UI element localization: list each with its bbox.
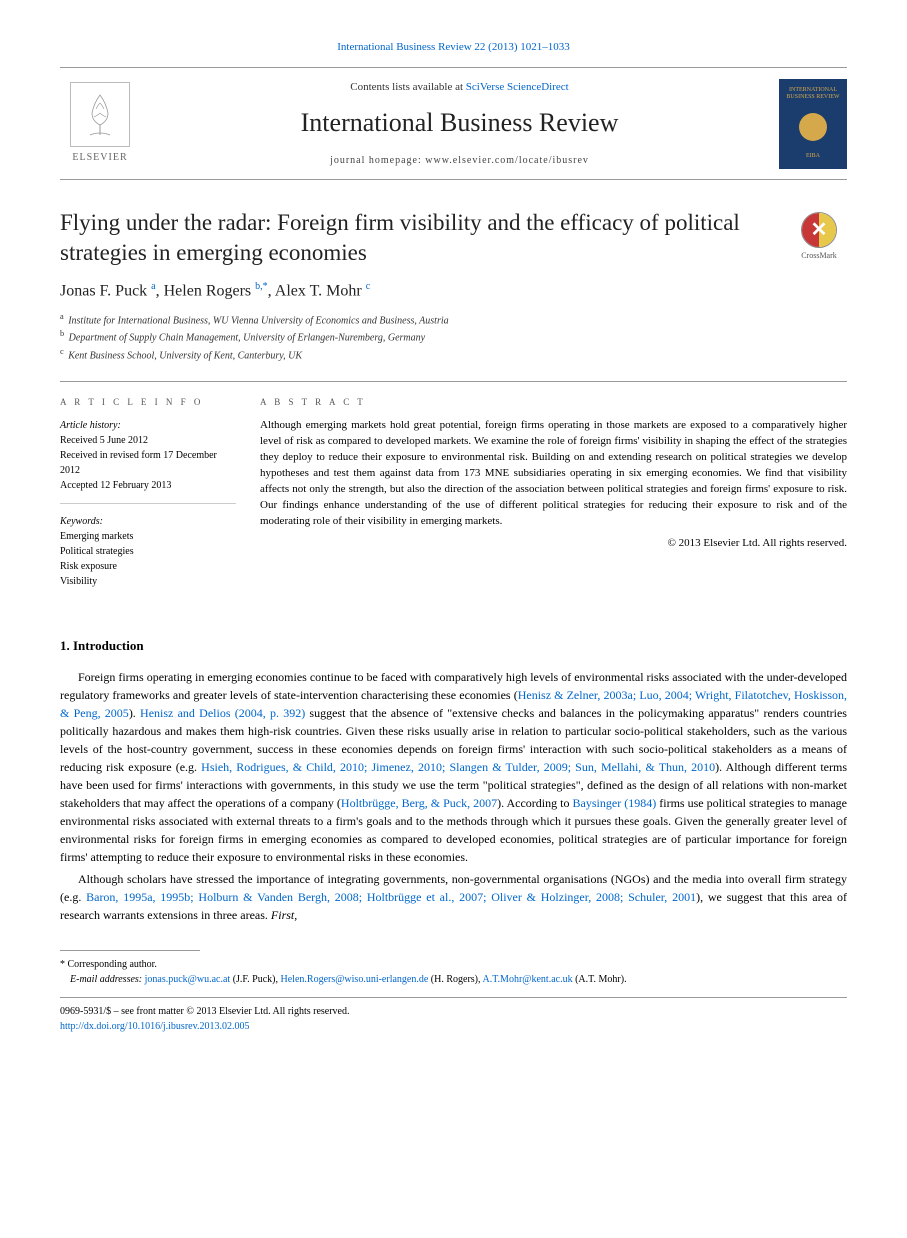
elsevier-label: ELSEVIER — [72, 151, 127, 165]
keyword: Political strategies — [60, 544, 236, 559]
keywords-block: Keywords: Emerging marketsPolitical stra… — [60, 514, 236, 599]
journal-header-box: ELSEVIER Contents lists available at Sci… — [60, 67, 847, 180]
citation-link[interactable]: Henisz and Delios (2004, p. 392) — [140, 706, 305, 720]
emphasis: First — [271, 908, 294, 922]
author-email-link[interactable]: jonas.puck@wu.ac.at — [145, 974, 231, 985]
intro-paragraph-2: Although scholars have stressed the impo… — [60, 870, 847, 924]
affiliation-line: a Institute for International Business, … — [60, 311, 847, 328]
sciencedirect-link[interactable]: SciVerse ScienceDirect — [466, 81, 569, 93]
keywords-label: Keywords: — [60, 514, 236, 529]
article-title: Flying under the radar: Foreign firm vis… — [60, 208, 771, 268]
abstract-text: Although emerging markets hold great pot… — [260, 418, 847, 530]
email-addresses-line: E-mail addresses: jonas.puck@wu.ac.at (J… — [60, 972, 847, 987]
cover-globe-icon — [799, 113, 827, 141]
footnotes: * Corresponding author. E-mail addresses… — [60, 957, 847, 987]
elsevier-logo: ELSEVIER — [60, 76, 140, 171]
history-line: Accepted 12 February 2013 — [60, 478, 236, 493]
affiliation-line: b Department of Supply Chain Management,… — [60, 328, 847, 345]
crossmark-icon: ✕ — [801, 212, 837, 248]
keyword: Visibility — [60, 574, 236, 589]
homepage-prefix: journal homepage: — [330, 155, 425, 166]
citation-link[interactable]: Hsieh, Rodrigues, & Child, 2010; Jimenez… — [201, 760, 715, 774]
info-abstract-row: A R T I C L E I N F O Article history: R… — [60, 381, 847, 610]
article-info-column: A R T I C L E I N F O Article history: R… — [60, 396, 260, 610]
author-email-link[interactable]: A.T.Mohr@kent.ac.uk — [482, 974, 572, 985]
cover-title: INTERNATIONAL BUSINESS REVIEW — [783, 87, 843, 101]
title-row: Flying under the radar: Foreign firm vis… — [60, 208, 847, 268]
citation-link[interactable]: Holtbrügge, Berg, & Puck, 2007 — [341, 796, 497, 810]
cover-bottom-label: EIBA — [806, 152, 820, 160]
citation-link[interactable]: Baron, 1995a, 1995b; Holburn & Vanden Be… — [86, 890, 696, 904]
affiliations: a Institute for International Business, … — [60, 311, 847, 363]
journal-homepage: journal homepage: www.elsevier.com/locat… — [156, 154, 763, 168]
journal-reference: International Business Review 22 (2013) … — [60, 40, 847, 55]
keyword: Emerging markets — [60, 529, 236, 544]
section-1-heading: 1. Introduction — [60, 637, 847, 655]
bottom-separator — [60, 997, 847, 998]
corresponding-author: * Corresponding author. — [60, 957, 847, 972]
crossmark-label: CrossMark — [791, 250, 847, 261]
article-info-heading: A R T I C L E I N F O — [60, 396, 236, 409]
elsevier-tree-icon — [70, 82, 130, 147]
affiliation-line: c Kent Business School, University of Ke… — [60, 346, 847, 363]
keyword: Risk exposure — [60, 559, 236, 574]
abstract-heading: A B S T R A C T — [260, 396, 847, 409]
doi-link[interactable]: http://dx.doi.org/10.1016/j.ibusrev.2013… — [60, 1021, 249, 1032]
citation-link[interactable]: Baysinger (1984) — [573, 796, 657, 810]
header-center: Contents lists available at SciVerse Sci… — [156, 80, 763, 168]
contents-prefix: Contents lists available at — [350, 81, 465, 93]
history-line: Received in revised form 17 December 201… — [60, 448, 236, 478]
article-history-block: Article history: Received 5 June 2012Rec… — [60, 418, 236, 504]
journal-title: International Business Review — [156, 105, 763, 141]
author-email-link[interactable]: Helen.Rogers@wiso.uni-erlangen.de — [281, 974, 429, 985]
journal-cover-thumbnail: INTERNATIONAL BUSINESS REVIEW EIBA — [779, 79, 847, 169]
abstract-column: A B S T R A C T Although emerging market… — [260, 396, 847, 610]
email-label: E-mail addresses: — [70, 974, 142, 985]
abstract-copyright: © 2013 Elsevier Ltd. All rights reserved… — [260, 536, 847, 551]
bottom-info: 0969-5931/$ – see front matter © 2013 El… — [60, 1004, 847, 1034]
authors-line: Jonas F. Puck a, Helen Rogers b,*, Alex … — [60, 280, 847, 303]
homepage-url: www.elsevier.com/locate/ibusrev — [425, 155, 589, 166]
contents-available: Contents lists available at SciVerse Sci… — [156, 80, 763, 95]
intro-paragraph-1: Foreign firms operating in emerging econ… — [60, 668, 847, 866]
footnote-separator — [60, 950, 200, 951]
history-label: Article history: — [60, 418, 236, 433]
crossmark-badge[interactable]: ✕ CrossMark — [791, 212, 847, 261]
history-line: Received 5 June 2012 — [60, 433, 236, 448]
issn-copyright-line: 0969-5931/$ – see front matter © 2013 El… — [60, 1004, 847, 1019]
